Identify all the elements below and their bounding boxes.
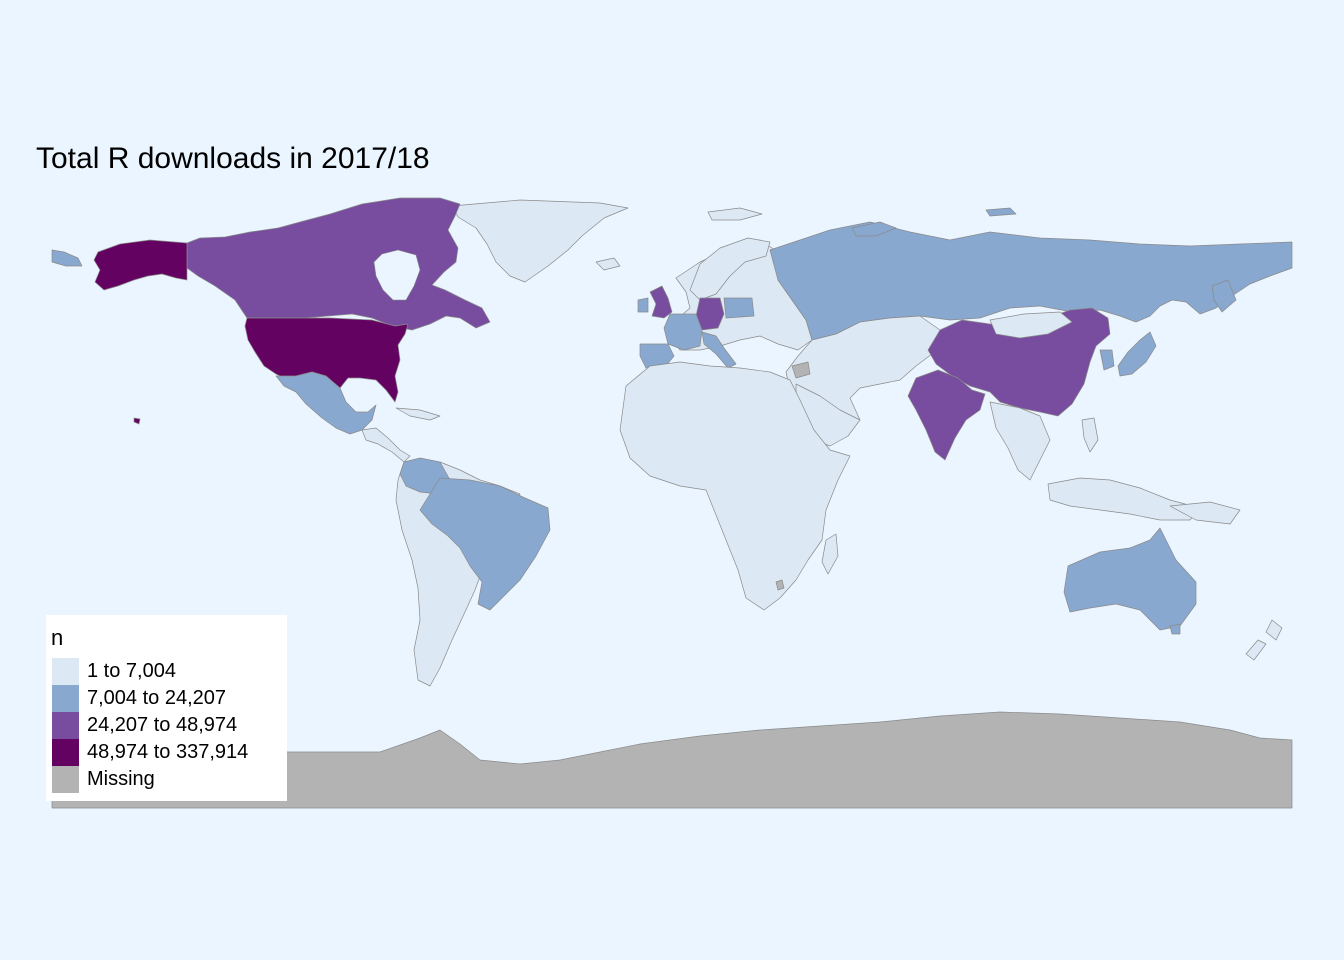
region-italy: [701, 331, 737, 369]
region-australia: [1063, 527, 1197, 631]
region-lesotho: [775, 579, 785, 591]
region-philippines: [1081, 417, 1099, 453]
region-alaska: [93, 239, 188, 291]
region-hawaii: [133, 417, 141, 425]
map-legend: n 1 to 7,004 7,004 to 24,207 24,207 to 4…: [46, 615, 287, 801]
legend-label: 1 to 7,004: [87, 660, 176, 682]
region-japan: [1117, 331, 1157, 377]
region-brazil: [419, 477, 551, 611]
region-united-states: [244, 317, 409, 403]
region-caribbean: [395, 407, 441, 421]
legend-swatch: [52, 712, 79, 739]
region-iceland: [595, 257, 621, 271]
region-madagascar: [821, 533, 839, 575]
legend-swatch: [52, 658, 79, 685]
legend-label: 24,207 to 48,974: [87, 714, 238, 736]
legend-item-class-2: 7,004 to 24,207: [52, 685, 284, 712]
region-france: [663, 313, 703, 351]
legend-title: n: [51, 625, 64, 650]
region-papua: [1169, 501, 1241, 525]
legend-swatch: [52, 766, 79, 793]
legend-swatch: [52, 739, 79, 766]
region-kamchatka: [1211, 279, 1237, 313]
region-southeast-asia: [989, 401, 1051, 481]
region-siberian-islands: [851, 207, 1017, 237]
region-russia-west-edge: [51, 249, 83, 267]
region-new-zealand: [1245, 619, 1283, 661]
legend-item-missing: Missing: [52, 766, 284, 793]
region-mexico: [275, 371, 377, 435]
legend-item-class-4: 48,974 to 337,914: [52, 739, 284, 766]
region-tasmania: [1169, 623, 1181, 635]
region-svalbard: [707, 207, 763, 221]
legend-label: Missing: [87, 768, 155, 790]
legend-label: 7,004 to 24,207: [87, 687, 227, 709]
legend-item-class-3: 24,207 to 48,974: [52, 712, 284, 739]
region-scandinavia: [689, 237, 771, 301]
region-canada: [186, 197, 491, 331]
legend-item-class-1: 1 to 7,004: [52, 658, 284, 685]
region-africa: [619, 361, 851, 611]
region-india: [907, 369, 986, 461]
region-poland: [723, 297, 755, 319]
region-missing-middle-east: [791, 361, 811, 379]
region-ireland: [637, 297, 649, 313]
region-united-kingdom: [649, 285, 673, 319]
region-mongolia: [989, 311, 1073, 339]
region-indonesia: [1047, 477, 1201, 521]
region-antarctica: [51, 711, 1293, 809]
region-korea: [1099, 349, 1115, 371]
region-central-america: [361, 427, 411, 463]
legend-label: 48,974 to 337,914: [87, 741, 249, 763]
map-title: Total R downloads in 2017/18: [36, 142, 430, 175]
hudson-bay: [373, 249, 421, 301]
region-greenland: [451, 199, 629, 283]
legend-swatch: [52, 685, 79, 712]
